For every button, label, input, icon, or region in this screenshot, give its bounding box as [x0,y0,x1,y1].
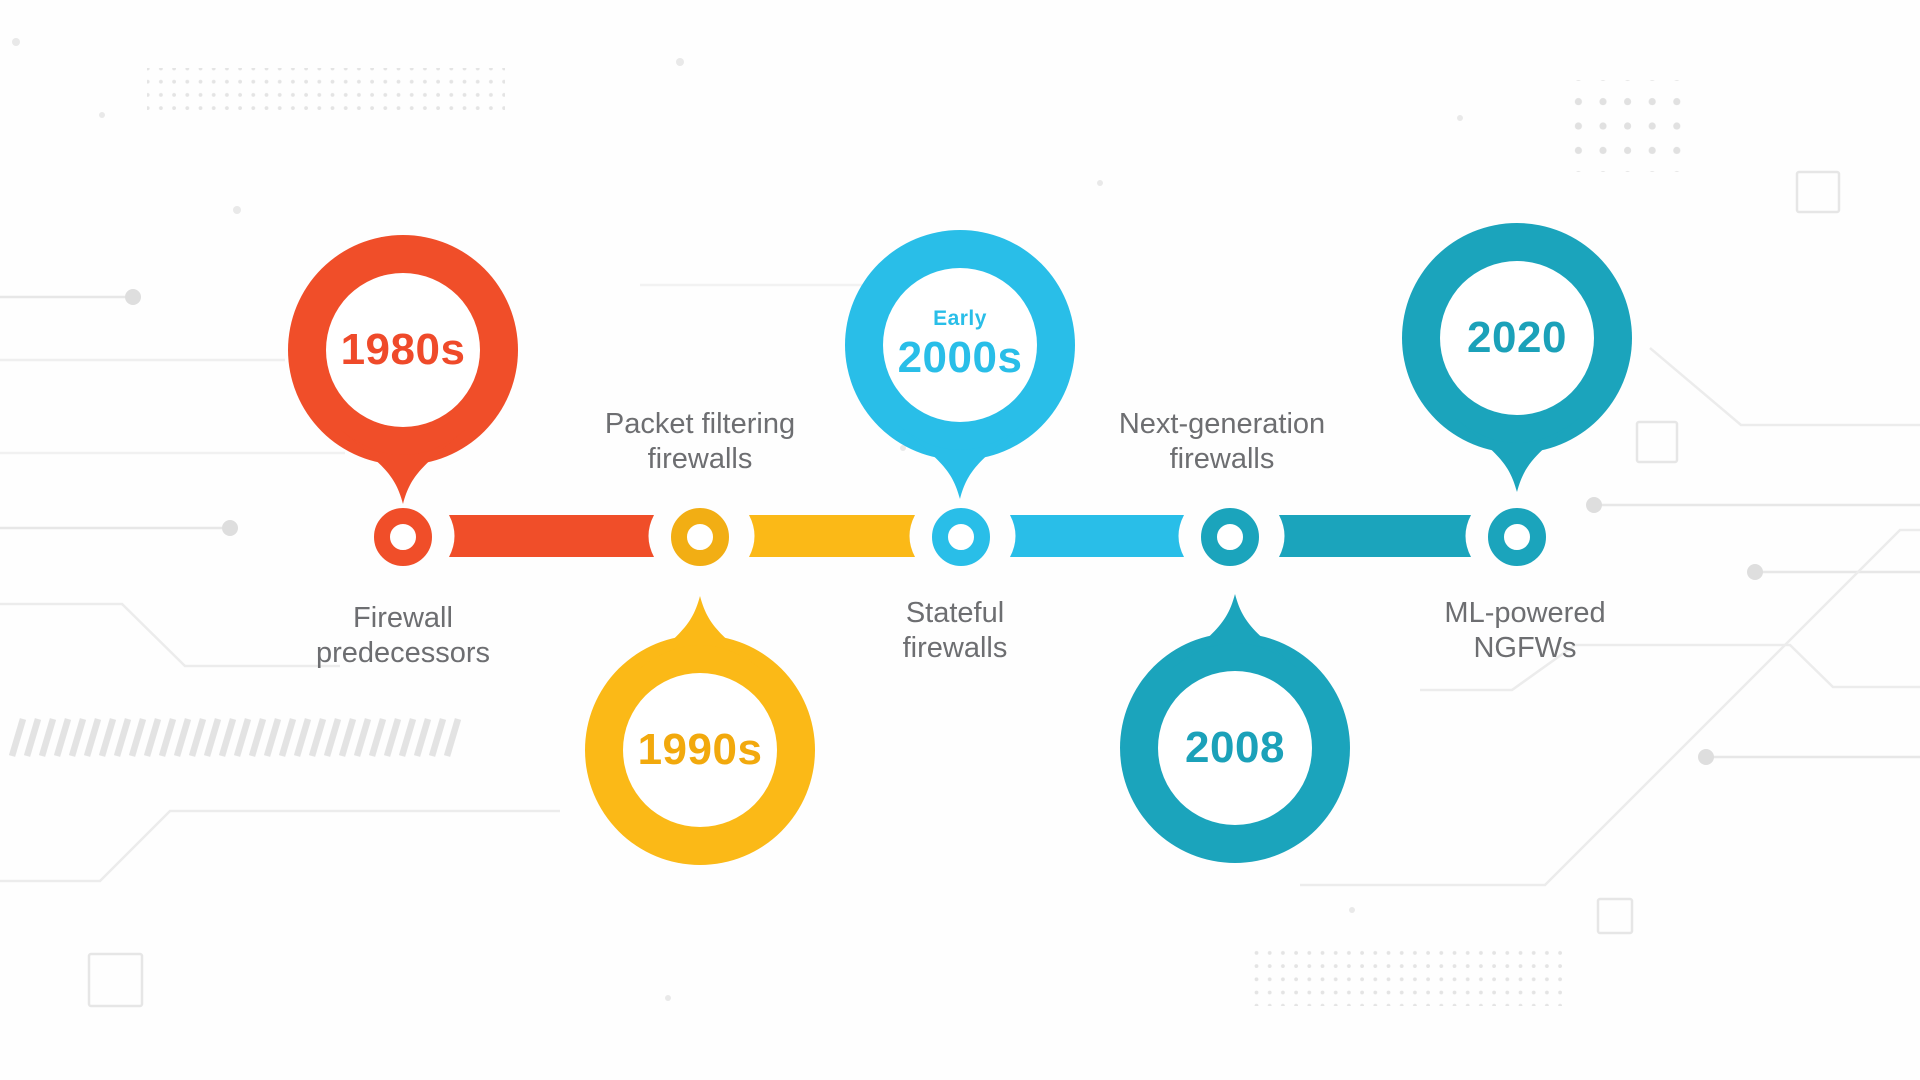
milestone-label-ml-powered: ML-powered NGFWs [1365,596,1685,666]
timeline-node-1990s [671,508,729,566]
year-label-early-2000s: Early 2000s [840,225,1080,465]
year-label-1990s: 1990s [580,630,820,870]
year-label-2008: 2008 [1115,628,1355,868]
dot-grid-top-left [147,68,505,118]
circuit-node-dot [1698,749,1714,765]
year-text: 2020 [1467,313,1567,362]
milestone-label-packet-filtering: Packet filtering firewalls [540,407,860,477]
circuit-node-dot [125,289,141,305]
balloon-pin-2008 [1120,594,1350,863]
year-prefix: Early [933,307,987,330]
year-label-1980s: 1980s [283,230,523,470]
square-outlines [87,170,1841,1008]
balloon-pin-2020 [1402,223,1632,492]
timeline-segment-1 [449,515,654,557]
balloon-pin-1990s [585,596,815,865]
hatch-pattern [8,718,462,757]
milestone-label-next-generation: Next-generation firewalls [1062,407,1382,477]
timeline-node-early-2000s [932,508,990,566]
dot-grid-bottom-right [1250,950,1564,1006]
timeline-node-1980s [374,508,432,566]
label-line: firewalls [902,632,1008,664]
circuit-node-dot [1747,564,1763,580]
balloon-pin-early-2000s [845,230,1075,499]
year-label-2020: 2020 [1397,218,1637,458]
circuit-node-dot [222,520,238,536]
dot-grid-top-right [1566,80,1688,172]
label-line: NGFWs [1473,632,1577,664]
year-text: 2008 [1185,723,1285,772]
circuit-node-dot [1586,497,1602,513]
year-text: 1990s [637,725,763,774]
square-outline-mid-right [1635,420,1679,464]
timeline-segment-4 [1279,515,1471,557]
scatter-dots [12,38,1463,1001]
label-line: Stateful [905,597,1005,629]
label-line: Next-generation [1118,408,1326,440]
label-line: predecessors [315,637,491,669]
label-line: Firewall [353,602,453,634]
circuit-lines-right [1300,347,1920,887]
year-text: 1980s [340,325,466,374]
timeline-node-2008 [1201,508,1259,566]
square-outline-bottom-right [1596,897,1634,935]
square-outline-bottom-left [87,952,144,1008]
circuit-lines-left [0,283,885,883]
label-line: Packet filtering [604,408,796,440]
milestone-label-stateful: Stateful firewalls [795,596,1115,666]
year-text: 2000s [897,333,1023,382]
timeline-segment-2 [749,515,915,557]
balloon-pin-1980s [288,235,518,504]
milestone-label-firewall-predecessors: Firewall predecessors [243,601,563,671]
label-line: ML-powered [1444,597,1606,629]
label-line: firewalls [1169,443,1275,475]
square-outline-top-right [1795,170,1841,214]
label-line: firewalls [647,443,753,475]
timeline-node-2020 [1488,508,1546,566]
timeline-segment-3 [1010,515,1184,557]
